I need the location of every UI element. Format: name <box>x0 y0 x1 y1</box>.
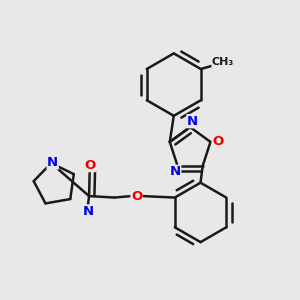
Text: CH₃: CH₃ <box>212 57 234 67</box>
Text: N: N <box>82 205 94 218</box>
Text: O: O <box>131 190 142 202</box>
Text: O: O <box>212 135 224 148</box>
Text: N: N <box>187 115 198 128</box>
Text: O: O <box>84 159 95 172</box>
Text: N: N <box>47 156 58 169</box>
Text: N: N <box>169 165 181 178</box>
